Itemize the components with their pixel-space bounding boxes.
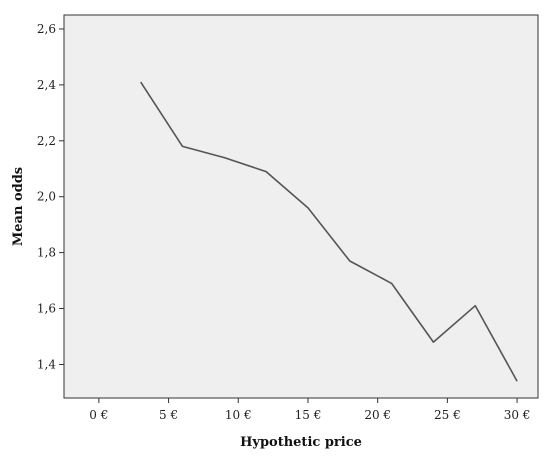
y-tick-label: 1,6 bbox=[37, 302, 56, 316]
x-axis: 0 € 5 € 10 € 15 € 20 € 25 € 30 € bbox=[89, 398, 530, 422]
y-tick-label: 1,8 bbox=[37, 246, 56, 260]
plot-area bbox=[63, 14, 539, 399]
x-tick-label: 30 € bbox=[504, 408, 531, 422]
x-tick-label: 10 € bbox=[225, 408, 252, 422]
x-tick-label: 25 € bbox=[434, 408, 461, 422]
x-tick-label: 0 € bbox=[89, 408, 108, 422]
y-tick-label: 1,4 bbox=[37, 357, 56, 371]
x-axis-title: Hypothetic price bbox=[240, 435, 362, 450]
x-tick-label: 20 € bbox=[364, 408, 391, 422]
y-axis-title: Mean odds bbox=[11, 167, 26, 246]
y-tick-label: 2,6 bbox=[37, 22, 56, 36]
x-tick-label: 5 € bbox=[159, 408, 178, 422]
y-tick-label: 2,4 bbox=[37, 78, 56, 92]
y-tick-label: 2,2 bbox=[37, 134, 56, 148]
y-axis: 1,4 1,6 1,8 2,0 2,2 2,4 2,6 bbox=[37, 22, 64, 371]
series-line bbox=[140, 81, 518, 382]
y-tick-label: 2,0 bbox=[37, 190, 56, 204]
x-tick-label: 15 € bbox=[295, 408, 322, 422]
